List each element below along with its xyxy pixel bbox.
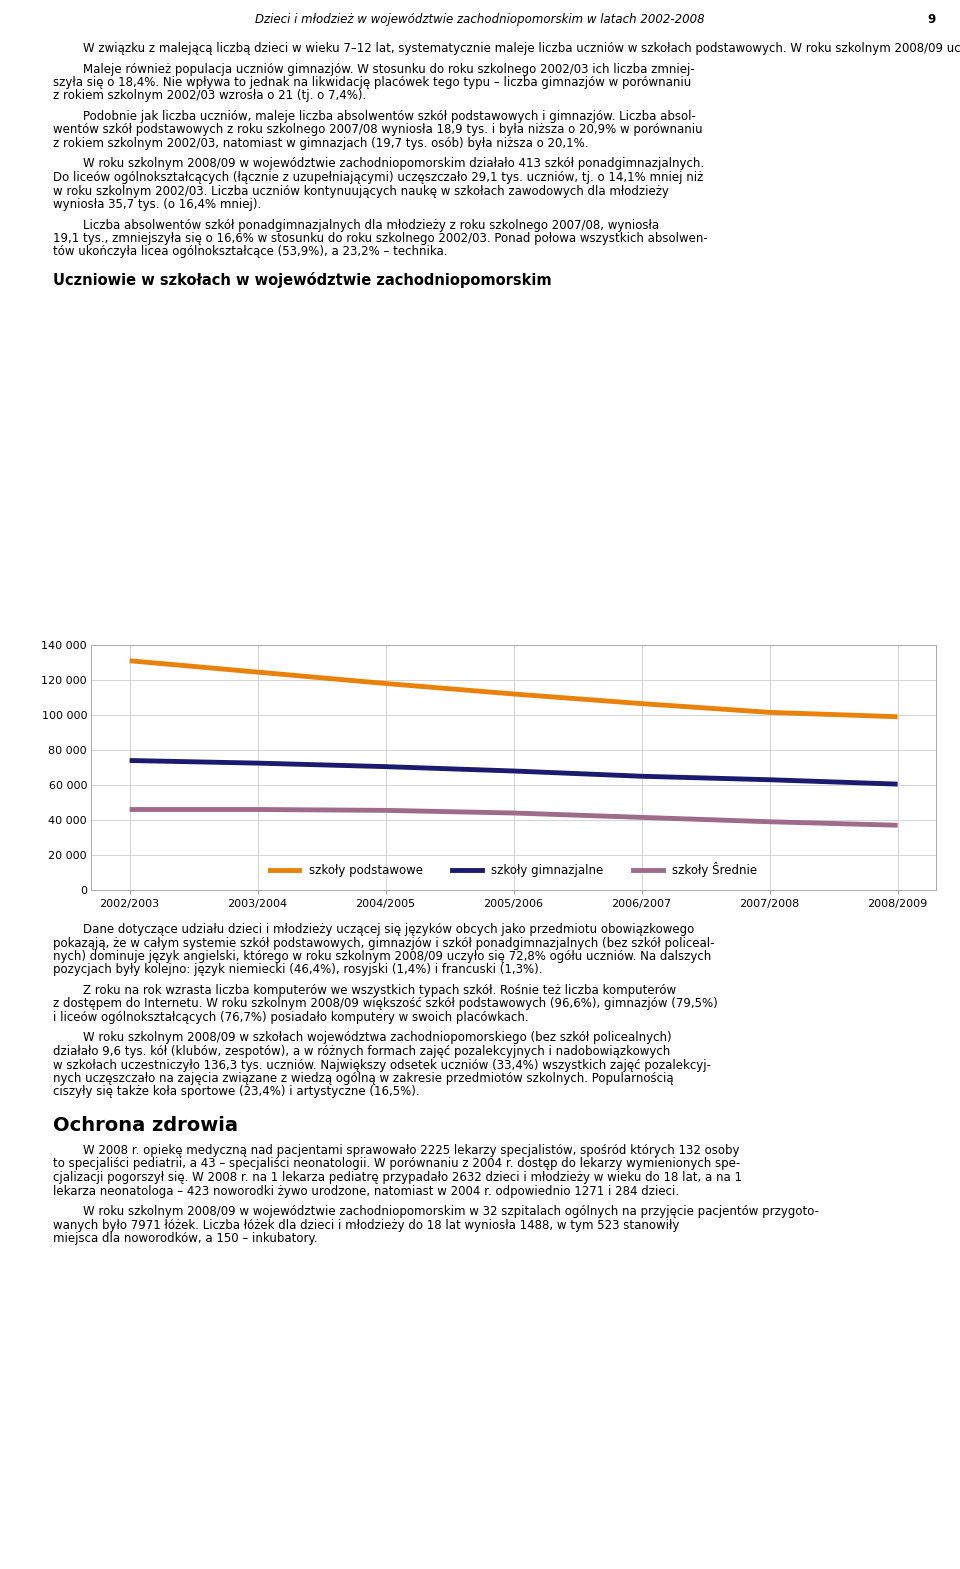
Text: Dzieci i młodzież w województwie zachodniopomorskim w latach 2002-2008: Dzieci i młodzież w województwie zachodn… <box>255 13 705 27</box>
Text: nych) dominuje język angielski, którego w roku szkolnym 2008/09 uczyło się 72,8%: nych) dominuje język angielski, którego … <box>53 949 711 963</box>
Text: wanych było 7971 łóżek. Liczba łóżek dla dzieci i młodzieży do 18 lat wyniosła 1: wanych było 7971 łóżek. Liczba łóżek dla… <box>53 1219 679 1232</box>
Text: pokaząją, że w całym systemie szkół podstawowych, gimnazjów i szkół ponadgimnazj: pokaząją, że w całym systemie szkół pods… <box>53 937 714 949</box>
Text: wyniosła 35,7 tys. (o 16,4% mniej).: wyniosła 35,7 tys. (o 16,4% mniej). <box>53 198 261 210</box>
Text: W 2008 r. opiekę medyczną nad pacjentami sprawowało 2225 lekarzy specjalistów, s: W 2008 r. opiekę medyczną nad pacjentami… <box>53 1144 739 1156</box>
Text: z dostępem do Internetu. W roku szkolnym 2008/09 większość szkół podstawowych (9: z dostępem do Internetu. W roku szkolnym… <box>53 998 717 1010</box>
Text: ciszyły się także koła sportowe (23,4%) i artystyczne (16,5%).: ciszyły się także koła sportowe (23,4%) … <box>53 1086 420 1098</box>
Text: 9: 9 <box>927 13 936 27</box>
Text: pozycjach były kolejno: język niemiecki (46,4%), rosyjski (1,4%) i francuski (1,: pozycjach były kolejno: język niemiecki … <box>53 963 542 976</box>
Text: i liceów ogólnokształcących (76,7%) posiadało komputery w swoich placówkach.: i liceów ogólnokształcących (76,7%) posi… <box>53 1010 528 1025</box>
Text: Podobnie jak liczba uczniów, maleje liczba absolwentów szkół podstawowych i gimn: Podobnie jak liczba uczniów, maleje licz… <box>53 110 696 122</box>
Text: z rokiem szkolnym 2002/03 wzrosła o 21 (tj. o 7,4%).: z rokiem szkolnym 2002/03 wzrosła o 21 (… <box>53 89 366 102</box>
Text: nych uczęszczało na zajęcia związane z wiedzą ogólną w zakresie przedmiotów szko: nych uczęszczało na zajęcia związane z w… <box>53 1072 673 1086</box>
Legend: szkoły podstawowe, szkoły gimnazjalne, szkoły Ŝrednie: szkoły podstawowe, szkoły gimnazjalne, s… <box>265 857 762 882</box>
Text: miejsca dla noworodków, a 150 – inkubatory.: miejsca dla noworodków, a 150 – inkubato… <box>53 1232 318 1244</box>
Text: Uczniowie w szkołach w województwie zachodniopomorskim: Uczniowie w szkołach w województwie zach… <box>53 271 551 289</box>
Text: W roku szkolnym 2008/09 w szkołach województwa zachodniopomorskiego (bez szkół p: W roku szkolnym 2008/09 w szkołach wojew… <box>53 1031 671 1045</box>
Text: Z roku na rok wzrasta liczba komputerów we wszystkich typach szkół. Rośnie też l: Z roku na rok wzrasta liczba komputerów … <box>53 984 676 996</box>
Text: Liczba absolwentów szkół ponadgimnazjalnych dla młodzieży z roku szkolnego 2007/: Liczba absolwentów szkół ponadgimnazjaln… <box>53 218 659 232</box>
Text: lekarza neonatologa – 423 noworodki żywo urodzone, natomiast w 2004 r. odpowiedn: lekarza neonatologa – 423 noworodki żywo… <box>53 1185 679 1197</box>
Text: Ochrona zdrowia: Ochrona zdrowia <box>53 1116 238 1134</box>
Text: 19,1 tys., zmniejszyła się o 16,6% w stosunku do roku szkolnego 2002/03. Ponad p: 19,1 tys., zmniejszyła się o 16,6% w sto… <box>53 232 708 245</box>
Text: w roku szkolnym 2002/03. Liczba uczniów kontynuujących naukę w szkołach zawodowy: w roku szkolnym 2002/03. Liczba uczniów … <box>53 185 669 198</box>
Text: cjalizacji pogorszył się. W 2008 r. na 1 lekarza pediatrę przypadało 2632 dzieci: cjalizacji pogorszył się. W 2008 r. na 1… <box>53 1170 742 1185</box>
Text: Dane dotyczące udziału dzieci i młodzieży uczącej się języków obcych jako przedm: Dane dotyczące udziału dzieci i młodzież… <box>53 923 694 937</box>
Text: to specjaliści pediatrii, a 43 – specjaliści neonatologii. W porównaniu z 2004 r: to specjaliści pediatrii, a 43 – specjal… <box>53 1158 740 1170</box>
Text: Maleje również populacja uczniów gimnazjów. W stosunku do roku szkolnego 2002/03: Maleje również populacja uczniów gimnazj… <box>53 63 694 75</box>
Text: W roku szkolnym 2008/09 w województwie zachodniopomorskim działało 413 szkół pon: W roku szkolnym 2008/09 w województwie z… <box>53 157 704 171</box>
Text: Do liceów ogólnokształcących (łącznie z uzupełniającymi) uczęszczało 29,1 tys. u: Do liceów ogólnokształcących (łącznie z … <box>53 171 703 184</box>
Text: z rokiem szkolnym 2002/03, natomiast w gimnazjach (19,7 tys. osób) była niższa o: z rokiem szkolnym 2002/03, natomiast w g… <box>53 137 588 151</box>
Text: W roku szkolnym 2008/09 w województwie zachodniopomorskim w 32 szpitalach ogólny: W roku szkolnym 2008/09 w województwie z… <box>53 1205 819 1218</box>
Text: W związku z malejącą liczbą dzieci w wieku 7–12 lat, systematycznie maleje liczb: W związku z malejącą liczbą dzieci w wie… <box>53 42 960 55</box>
Text: wentów szkół podstawowych z roku szkolnego 2007/08 wyniosła 18,9 tys. i była niż: wentów szkół podstawowych z roku szkolne… <box>53 124 703 137</box>
Text: szyła się o 18,4%. Nie wpływa to jednak na likwidację placówek tego typu – liczb: szyła się o 18,4%. Nie wpływa to jednak … <box>53 75 691 89</box>
Text: działało 9,6 tys. kół (klubów, zespotów), a w różnych formach zajęć pozalekcyjny: działało 9,6 tys. kół (klubów, zespotów)… <box>53 1045 670 1058</box>
Text: tów ukończyła licea ogólnokształcące (53,9%), a 23,2% – technika.: tów ukończyła licea ogólnokształcące (53… <box>53 245 447 259</box>
Text: w szkołach uczestniczyło 136,3 tys. uczniów. Największy odsetek uczniów (33,4%) : w szkołach uczestniczyło 136,3 tys. uczn… <box>53 1059 710 1072</box>
